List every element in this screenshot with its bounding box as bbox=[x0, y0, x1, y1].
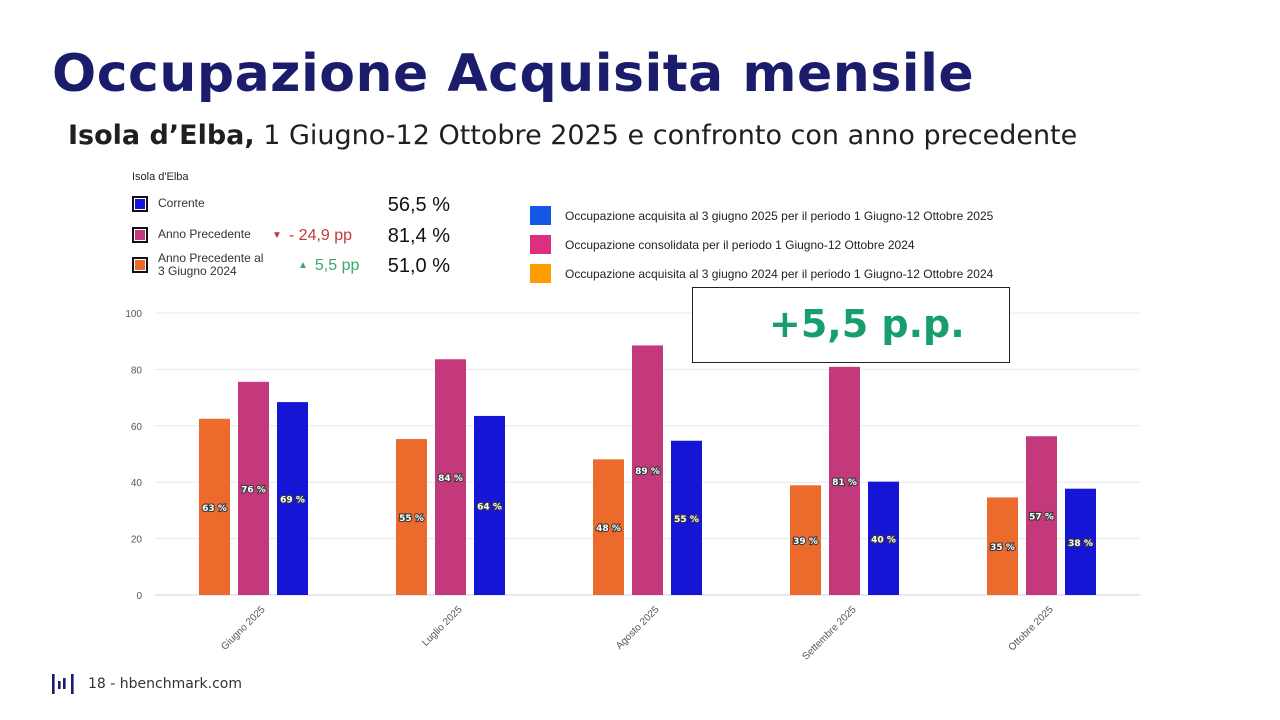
x-tick-label: Settembre 2025 bbox=[801, 604, 859, 662]
y-tick-label: 60 bbox=[131, 422, 143, 433]
bar-data-label: 39 % bbox=[793, 537, 818, 547]
y-tick-label: 40 bbox=[131, 478, 143, 489]
bar-data-label: 63 % bbox=[202, 504, 227, 514]
bar-data-label: 84 % bbox=[438, 474, 463, 484]
y-tick-label: 80 bbox=[131, 365, 143, 376]
bar-data-label: 35 % bbox=[990, 543, 1015, 553]
bar-data-label: 57 % bbox=[1029, 513, 1054, 523]
x-tick-label: Giugno 2025 bbox=[219, 604, 268, 653]
bar-data-label: 89 % bbox=[635, 467, 660, 477]
x-tick-label: Agosto 2025 bbox=[614, 604, 662, 652]
y-tick-label: 0 bbox=[136, 591, 142, 602]
bar-data-label: 48 % bbox=[596, 524, 621, 534]
bar-data-label: 38 % bbox=[1068, 539, 1093, 549]
callout-box: +5,5 p.p. bbox=[692, 287, 1010, 363]
y-tick-label: 100 bbox=[125, 309, 142, 320]
y-tick-label: 20 bbox=[131, 535, 143, 546]
bar-data-label: 69 % bbox=[280, 496, 305, 506]
x-tick-label: Ottobre 2025 bbox=[1007, 604, 1056, 653]
bar-data-label: 76 % bbox=[241, 485, 266, 495]
hbenchmark-logo-icon bbox=[52, 674, 74, 694]
bar-data-label: 64 % bbox=[477, 502, 502, 512]
bar-data-label: 40 % bbox=[871, 535, 896, 545]
callout-text: +5,5 p.p. bbox=[769, 302, 965, 346]
bar-data-label: 81 % bbox=[832, 478, 857, 488]
x-tick-label: Luglio 2025 bbox=[420, 604, 465, 649]
bar-data-label: 55 % bbox=[399, 514, 424, 524]
bar-data-label: 55 % bbox=[674, 515, 699, 525]
footer-text: 18 - hbenchmark.com bbox=[88, 676, 242, 692]
